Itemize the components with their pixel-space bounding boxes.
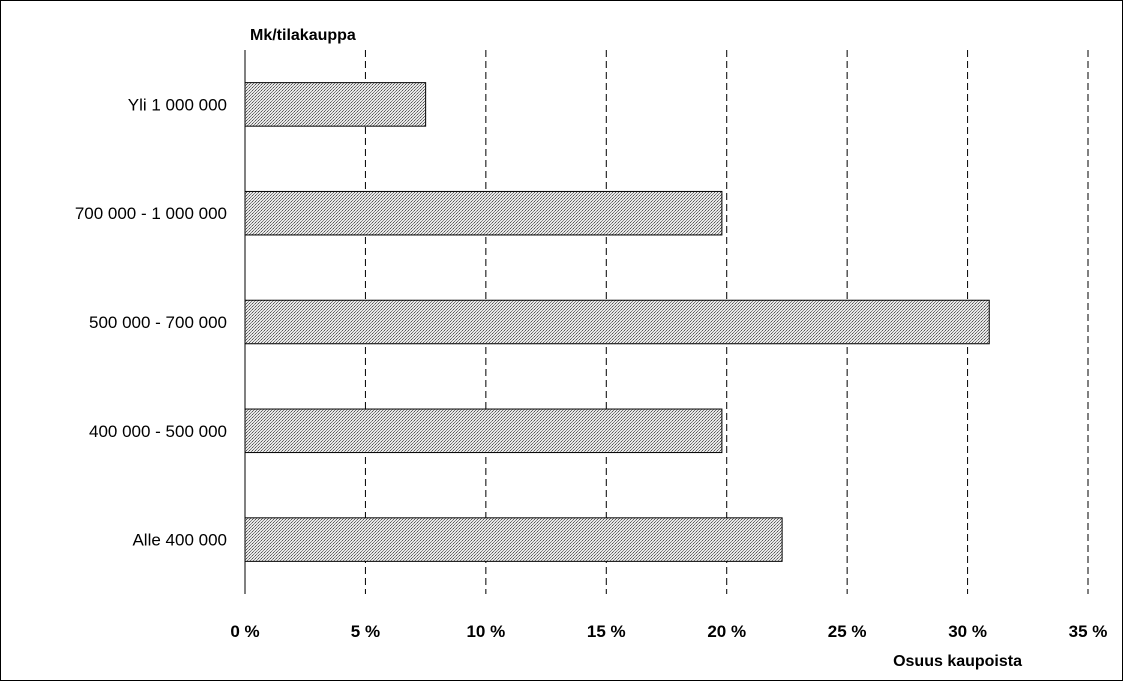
x-tick-label-5: 25 % (828, 622, 867, 641)
y-tick-labels: Yli 1 000 000 700 000 - 1 000 000 500 000 … (75, 95, 227, 549)
x-axis-title: Osuus kaupoista (893, 653, 1022, 670)
x-tick-label-1: 5 % (351, 622, 380, 641)
y-axis-title: Mk/tilakauppa (250, 27, 356, 44)
x-tick-label-4: 20 % (707, 622, 746, 641)
bar-1 (244, 190, 723, 236)
y-tick-label-1: 700 000 - 1 000 000 (75, 204, 227, 223)
x-tick-label-7: 35 % (1069, 622, 1108, 641)
y-tick-label-0: Yli 1 000 000 (128, 95, 227, 114)
gridlines (364, 50, 1089, 594)
y-tick-label-2: 500 000 - 700 000 (89, 313, 227, 332)
bar-2 (244, 299, 990, 345)
x-tick-label-3: 15 % (587, 622, 626, 641)
x-tick-labels: 0 % 5 % 10 % 15 % 20 % 25 % 30 % 35 % (230, 622, 1107, 641)
bar-0 (244, 82, 427, 127)
x-tick-label-2: 10 % (466, 622, 505, 641)
bars (244, 82, 990, 562)
y-tick-label-4: Alle 400 000 (132, 531, 227, 550)
bar-4 (244, 517, 783, 562)
y-tick-label-3: 400 000 - 500 000 (89, 422, 227, 441)
x-tick-label-0: 0 % (230, 622, 259, 641)
x-tick-label-6: 30 % (948, 622, 987, 641)
bar-3 (244, 408, 723, 454)
